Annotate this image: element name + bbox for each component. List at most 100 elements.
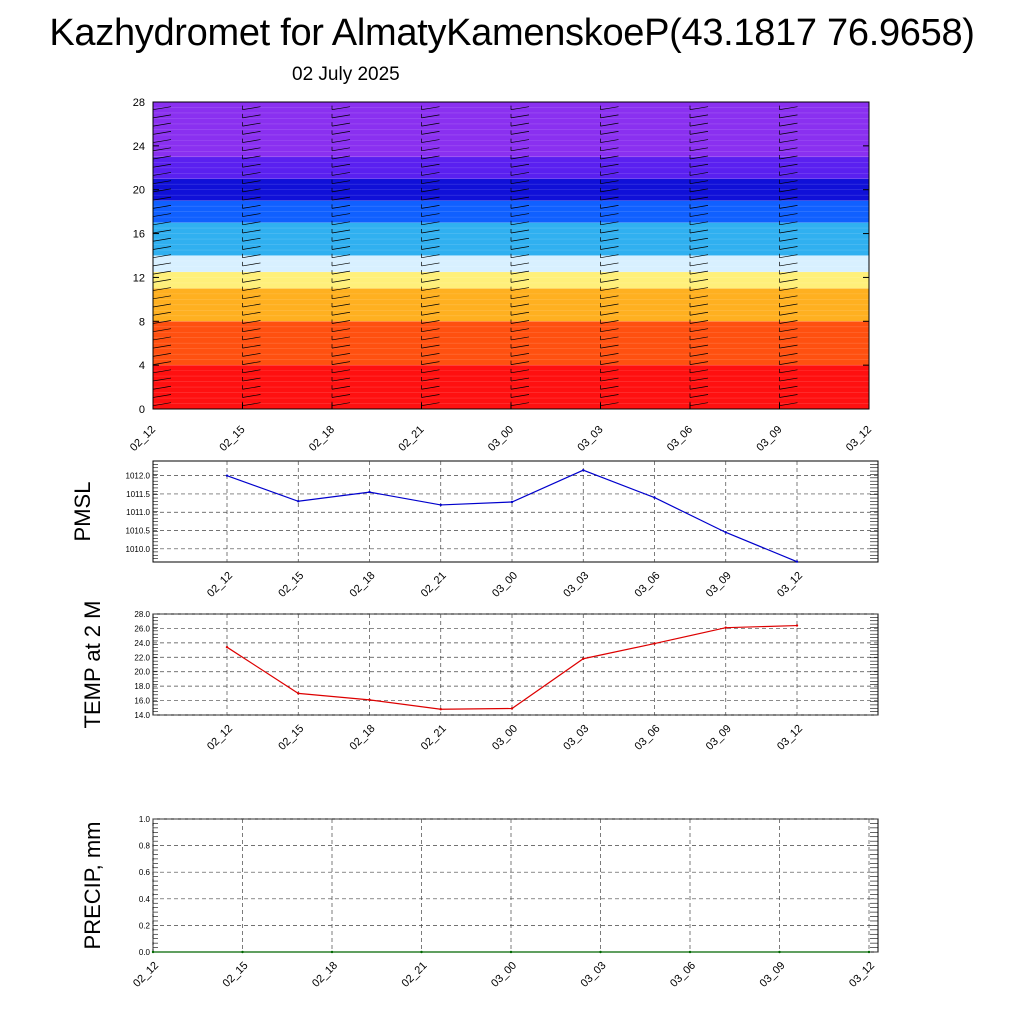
y-tick-label: 28 <box>133 97 145 109</box>
wind-barb <box>242 344 261 349</box>
wind-barb <box>421 385 440 390</box>
wind-barb <box>421 279 440 283</box>
data-point <box>582 657 585 660</box>
wind-barb <box>331 163 351 168</box>
wind-barb <box>779 163 798 168</box>
data-point <box>297 692 300 695</box>
wind-barb <box>600 295 619 300</box>
data-point <box>368 490 371 494</box>
wind-barb <box>331 205 351 209</box>
wind-barb <box>779 369 798 374</box>
wind-barb <box>600 163 619 168</box>
wind-barb <box>868 290 869 291</box>
wind-barb <box>421 180 440 185</box>
wind-barb <box>868 109 869 110</box>
wind-barb <box>153 353 172 357</box>
wind-barb <box>600 172 619 176</box>
data-point <box>724 626 727 629</box>
wind-barb <box>153 394 172 398</box>
wind-barb <box>779 270 798 275</box>
wind-barb <box>242 369 261 374</box>
wind-barb <box>331 188 351 193</box>
wind-barb <box>779 246 798 250</box>
data-point <box>368 698 371 702</box>
wind-barb <box>153 130 172 135</box>
wind-barb <box>868 133 869 135</box>
wind-barb <box>421 229 440 234</box>
wind-barb <box>153 402 172 407</box>
wind-barb <box>600 353 619 357</box>
wind-barb <box>779 106 798 111</box>
wind-barb <box>421 369 440 374</box>
wind-barb <box>779 336 798 341</box>
wind-barb <box>868 183 869 184</box>
wind-barb <box>331 287 351 291</box>
wind-barb <box>779 147 798 152</box>
wind-barb <box>868 175 869 176</box>
wind-barb <box>242 287 261 291</box>
wind-barb <box>153 172 172 176</box>
wind-barb <box>779 394 798 398</box>
wind-barb <box>421 336 440 341</box>
wind-barb <box>868 364 869 365</box>
wind-barb <box>242 130 261 135</box>
wind-barb <box>510 320 530 324</box>
data-point <box>439 708 442 711</box>
wind-barb <box>600 402 619 407</box>
wind-barb <box>153 213 172 217</box>
wind-barb <box>242 385 261 390</box>
wind-barb <box>510 377 530 382</box>
wind-barb <box>242 402 261 407</box>
wind-barb <box>868 306 869 308</box>
wind-barb <box>153 196 172 201</box>
wind-barb <box>331 328 351 333</box>
wind-barb <box>510 353 530 357</box>
wind-barb <box>689 279 709 283</box>
wind-barb <box>510 114 530 119</box>
precip-panel: 0.0 0.2 0.4 0.6 0.8 1.0 02_12 02_15 02_18 02_21 03… <box>80 815 879 990</box>
wind-barb <box>510 270 530 275</box>
wind-barb <box>689 237 709 242</box>
data-point <box>778 950 781 954</box>
wind-barb <box>242 139 261 143</box>
wind-barb <box>689 122 709 127</box>
wind-barb <box>510 303 530 308</box>
wind-barb <box>331 402 351 407</box>
wind-barb <box>331 262 351 267</box>
wind-barb <box>331 270 351 275</box>
wind-barb <box>510 385 530 390</box>
wind-barb <box>331 361 351 365</box>
wind-barb <box>242 328 261 333</box>
wind-barb <box>331 130 351 135</box>
x-tick-label: 03_06 <box>633 570 663 600</box>
wind-barb <box>153 237 172 242</box>
y-tick-label: 16 <box>133 229 145 241</box>
wind-barb <box>600 287 619 291</box>
wind-barb <box>868 249 869 250</box>
wind-barb <box>510 279 530 283</box>
wind-barb <box>421 188 440 193</box>
wind-barb <box>868 314 869 316</box>
plot-frame <box>152 818 879 953</box>
wind-barb <box>421 303 440 308</box>
wind-barb <box>600 254 619 259</box>
wind-barb <box>779 287 798 291</box>
y-axis-label: PMSL <box>70 482 95 542</box>
wind-barb <box>331 139 351 143</box>
wind-barb <box>689 311 709 316</box>
wind-barb <box>153 188 172 193</box>
wind-barb <box>689 270 709 275</box>
y-tick-label: 1.0 <box>139 815 151 824</box>
wind-barb <box>153 270 172 275</box>
wind-barb <box>689 369 709 374</box>
data-point <box>724 531 727 534</box>
wind-barb <box>331 246 351 250</box>
wind-barb <box>510 311 530 316</box>
wind-barb <box>600 320 619 324</box>
wind-barb <box>153 385 172 390</box>
wind-barb <box>600 246 619 250</box>
wind-barb <box>153 254 172 259</box>
wind-barb <box>600 155 619 160</box>
data-point <box>420 950 423 954</box>
wind-barb <box>779 320 798 324</box>
